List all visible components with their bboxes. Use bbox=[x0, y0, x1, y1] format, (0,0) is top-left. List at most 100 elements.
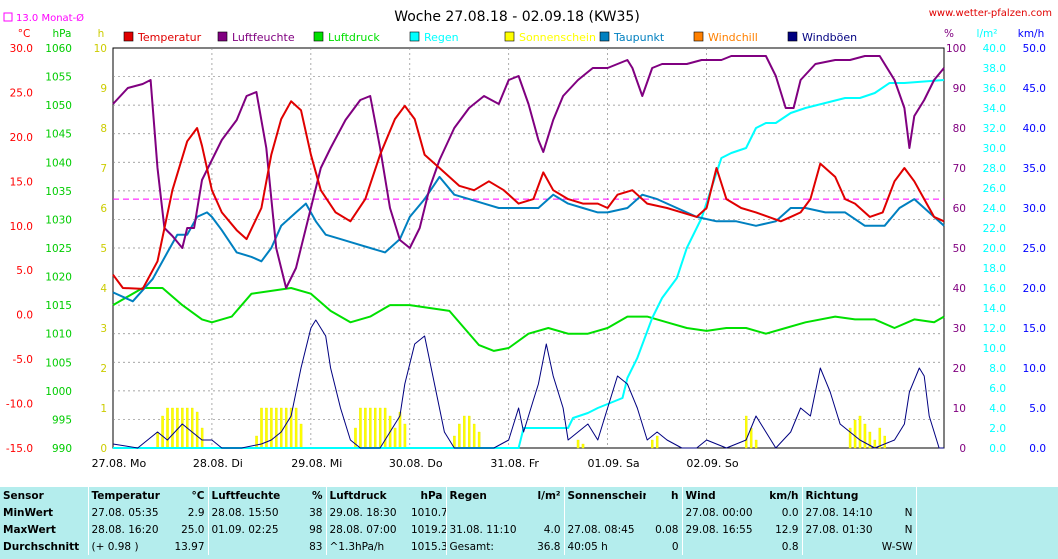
stats-cell: 27.08. 08:45 bbox=[563, 521, 646, 538]
stats-cell: 25.0 bbox=[181, 523, 205, 536]
stats-cell: 29.08. 16:55 bbox=[681, 521, 764, 538]
stats-row-avg: Durchschnitt (+ 0.98 ) 13.97 83 ^1.3hPa/… bbox=[0, 538, 1058, 555]
y-tick-label: -10.0 bbox=[6, 399, 33, 411]
stats-cell: W-SW bbox=[881, 540, 913, 553]
stats-row-max: MaxWert 28.08. 16:20 25.0 01.09. 02:25 9… bbox=[0, 521, 1058, 538]
sunshine-bar bbox=[848, 427, 852, 449]
x-tick-label: 01.09. Sa bbox=[587, 457, 639, 470]
y-tick-label: 35.0 bbox=[1023, 163, 1046, 175]
axis-unit-label: hPa bbox=[53, 28, 72, 40]
stats-cell: N bbox=[904, 523, 913, 536]
stats-header: Luftfeuchte bbox=[207, 487, 290, 504]
y-tick-label: 990 bbox=[52, 443, 72, 455]
legend-label: Regen bbox=[424, 31, 459, 44]
sunshine-bar bbox=[156, 431, 159, 449]
sunshine-bar bbox=[299, 423, 303, 449]
y-tick-label: 8 bbox=[100, 123, 107, 135]
y-tick-label: 0.0 bbox=[1029, 443, 1046, 455]
stats-cell: Durchschnitt bbox=[3, 540, 80, 553]
y-tick-label: 24.0 bbox=[983, 203, 1006, 215]
y-tick-label: 5.0 bbox=[16, 265, 33, 277]
y-tick-label: -5.0 bbox=[13, 354, 34, 366]
stats-cell: 38 bbox=[309, 506, 323, 519]
y-tick-label: 40.0 bbox=[1023, 123, 1046, 135]
stats-cell: 27.08. 14:10 bbox=[801, 504, 878, 521]
y-tick-label: 36.0 bbox=[983, 83, 1006, 95]
y-tick-label: 1015 bbox=[45, 300, 72, 312]
sunshine-bar bbox=[369, 407, 372, 449]
y-tick-label: 15.0 bbox=[10, 176, 33, 188]
legend-label: Windchill bbox=[708, 31, 758, 44]
stats-cell bbox=[646, 504, 682, 521]
site-url[interactable]: www.wetter-pfalzen.com bbox=[929, 8, 1052, 19]
x-tick-label: 02.09. So bbox=[686, 457, 738, 470]
sunshine-bar bbox=[472, 423, 476, 449]
stats-cell: 28.08. 07:00 bbox=[325, 521, 408, 538]
y-tick-label: -15.0 bbox=[6, 443, 33, 455]
sunshine-bar bbox=[863, 423, 867, 449]
legend-item: Taupunkt bbox=[599, 31, 665, 44]
stats-header-row: Sensor Temperatur °C Luftfeuchte % Luftd… bbox=[0, 487, 1058, 504]
sunshine-bar bbox=[576, 439, 580, 449]
y-tick-label: 6.0 bbox=[989, 383, 1006, 395]
stats-panel: Sensor Temperatur °C Luftfeuchte % Luftd… bbox=[0, 487, 1058, 559]
sunshine-bar bbox=[166, 407, 169, 449]
legend: Temperatur Luftfeuchte Luftdruck Regen Sonne… bbox=[123, 31, 857, 44]
y-axes: 30.025.020.015.010.05.00.0-5.0-10.0-15.0… bbox=[6, 43, 1046, 455]
y-tick-label: 45.0 bbox=[1023, 83, 1046, 95]
legend-item: Luftdruck bbox=[313, 31, 380, 44]
sunshine-bar bbox=[255, 435, 258, 449]
stats-cell bbox=[801, 538, 878, 555]
stats-cell: N bbox=[904, 506, 913, 519]
sunshine-bar bbox=[378, 407, 382, 449]
y-tick-label: 1035 bbox=[45, 186, 72, 198]
sunshine-bar bbox=[878, 427, 882, 449]
stats-header: Regen bbox=[445, 487, 528, 504]
y-tick-label: 10.0 bbox=[1023, 363, 1046, 375]
y-tick-label: 22.0 bbox=[983, 223, 1006, 235]
legend-swatch bbox=[123, 31, 134, 42]
y-tick-label: 1020 bbox=[45, 272, 72, 284]
y-tick-label: 90 bbox=[953, 83, 966, 95]
y-tick-label: 25.0 bbox=[10, 87, 33, 99]
y-tick-label: 34.0 bbox=[983, 103, 1006, 115]
sunshine-bar bbox=[581, 443, 585, 449]
stats-header: °C bbox=[191, 489, 205, 502]
stats-header: km/h bbox=[769, 489, 799, 502]
stats-cell: 98 bbox=[309, 523, 323, 536]
y-tick-label: 5.0 bbox=[1029, 403, 1046, 415]
sunshine-bar bbox=[171, 407, 174, 449]
sunshine-bar bbox=[260, 407, 263, 449]
y-tick-label: 9 bbox=[100, 83, 107, 95]
y-tick-label: 10 bbox=[953, 403, 966, 415]
chart-title: Woche 27.08.18 - 02.09.18 (KW35) bbox=[394, 9, 640, 25]
y-tick-label: 40.0 bbox=[983, 43, 1006, 55]
x-tick-label: 31.08. Fr bbox=[490, 457, 539, 470]
stats-cell: 0 bbox=[671, 540, 679, 553]
stats-cell bbox=[445, 504, 528, 521]
plot-area bbox=[112, 47, 945, 449]
sunshine-bar bbox=[858, 415, 862, 449]
y-tick-label: 0.0 bbox=[989, 443, 1006, 455]
avg-legend: 13.0 Monat-Ø bbox=[3, 12, 84, 24]
y-tick-label: 25.0 bbox=[1023, 243, 1046, 255]
series-line-taupunkt bbox=[112, 175, 945, 303]
sunshine-bar bbox=[477, 431, 481, 449]
sunshine-bar bbox=[364, 407, 367, 449]
axis-unit-label: % bbox=[944, 28, 954, 40]
legend-label: Taupunkt bbox=[613, 31, 665, 44]
y-tick-label: 20.0 bbox=[10, 132, 33, 144]
y-tick-label: 38.0 bbox=[983, 63, 1006, 75]
stats-header: Temperatur bbox=[87, 487, 170, 504]
y-tick-label: 40 bbox=[953, 283, 966, 295]
y-tick-label: 20.0 bbox=[1023, 283, 1046, 295]
stats-cell bbox=[681, 538, 764, 555]
x-tick-label: 28.08. Di bbox=[193, 457, 243, 470]
legend-item: Temperatur bbox=[123, 31, 202, 44]
stats-cell: 13.97 bbox=[174, 540, 205, 553]
x-tick-label: 29.08. Mi bbox=[291, 457, 342, 470]
legend-swatch bbox=[313, 31, 324, 42]
stats-cell: 0.0 bbox=[781, 506, 799, 519]
stats-header: Luftdruck bbox=[325, 487, 408, 504]
stats-cell: 83 bbox=[309, 540, 323, 553]
